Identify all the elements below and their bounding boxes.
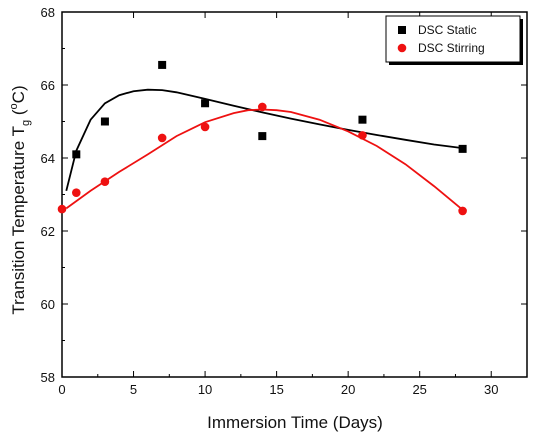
y-tick-label: 68 (41, 5, 55, 20)
point-dsc-stirring (100, 177, 110, 187)
point-dsc-stirring (358, 131, 367, 140)
point-dsc-stirring (157, 133, 167, 143)
point-dsc-stirring (458, 206, 467, 216)
legend: DSC Static DSC Stirring (385, 15, 523, 65)
y-tick-label: 60 (41, 297, 55, 312)
plot-area (61, 11, 528, 378)
point-dsc-static (358, 115, 367, 124)
point-dsc-stirring (57, 204, 67, 214)
legend-label-dsc-static: DSC Static (418, 23, 477, 37)
legend-label-dsc-stirring: DSC Stirring (418, 41, 485, 55)
point-dsc-static (258, 132, 267, 141)
x-tick-label: 0 (58, 382, 65, 397)
x-tick-label: 30 (484, 382, 498, 397)
y-tick-label: 64 (41, 151, 55, 166)
legend-box (385, 15, 521, 63)
point-dsc-static (72, 150, 81, 159)
point-dsc-stirring (258, 102, 267, 112)
point-dsc-static (458, 144, 467, 153)
point-dsc-static (100, 117, 109, 126)
y-axis-title: Transition Temperature Tg (oC) (8, 85, 32, 314)
data-points (57, 60, 467, 216)
legend-marker-dsc-static (398, 26, 406, 34)
fit-line-dsc-stirring (65, 108, 464, 211)
axis-ticks: 0 5 10 15 20 25 30 58 60 62 64 66 68 (41, 5, 528, 397)
x-axis-title: Immersion Time (Days) (207, 413, 383, 432)
y-tick-label: 58 (41, 370, 55, 385)
x-tick-label: 20 (341, 382, 355, 397)
fit-line-dsc-static (65, 88, 463, 192)
point-dsc-stirring (200, 122, 210, 132)
y-tick-label: 62 (41, 224, 55, 239)
x-tick-label: 10 (198, 382, 212, 397)
point-dsc-static (158, 60, 167, 69)
x-tick-label: 25 (412, 382, 426, 397)
point-dsc-stirring (72, 188, 81, 197)
legend-marker-dsc-stirring (397, 43, 407, 53)
point-dsc-static (201, 99, 210, 108)
plot-border (61, 11, 528, 378)
y-tick-label: 66 (41, 78, 55, 93)
x-tick-label: 5 (130, 382, 137, 397)
x-tick-label: 15 (269, 382, 283, 397)
